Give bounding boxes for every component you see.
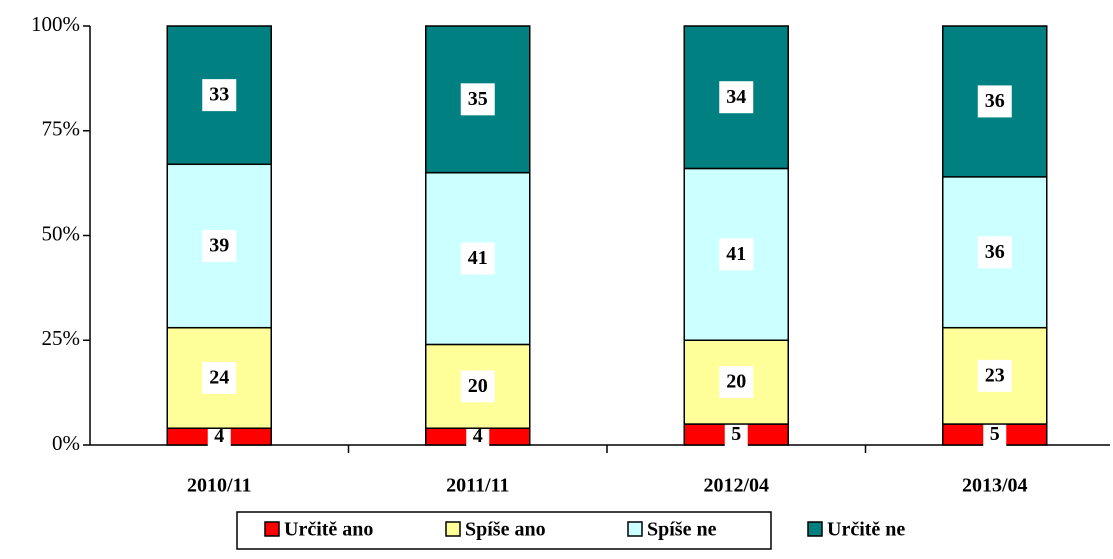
data-label: 5 <box>731 423 741 445</box>
legend-label: Určitě ano <box>284 519 373 541</box>
data-label-bg <box>977 85 1012 118</box>
data-label-bg <box>460 83 495 116</box>
data-label: 36 <box>985 241 1005 263</box>
data-label: 41 <box>468 247 488 269</box>
y-tick-label: 75% <box>42 117 81 141</box>
x-tick-label: 2011/11 <box>446 475 509 497</box>
data-label: 35 <box>468 88 488 110</box>
data-label: 36 <box>985 90 1005 112</box>
data-label-bg <box>977 236 1012 269</box>
y-tick-label: 50% <box>42 221 81 245</box>
legend-label: Spíše ne <box>647 519 717 541</box>
legend-swatch <box>807 521 823 537</box>
data-label: 4 <box>214 425 224 447</box>
data-label-bg <box>202 229 237 262</box>
data-label-bg <box>724 418 748 451</box>
data-label-bg <box>983 418 1007 451</box>
legend-box <box>236 511 772 550</box>
legend-swatch <box>264 521 280 537</box>
legend-swatch <box>627 521 643 537</box>
legend-label: Určitě ne <box>827 519 905 541</box>
data-label-bg <box>977 359 1012 392</box>
data-label: 20 <box>468 375 488 397</box>
y-tick-label: 0% <box>52 431 80 455</box>
data-label-bg <box>202 361 237 394</box>
data-label-bg <box>460 242 495 275</box>
x-tick-label: 2012/04 <box>703 475 769 497</box>
y-tick-label: 100% <box>31 12 80 36</box>
data-label-bg <box>719 366 754 399</box>
data-label: 20 <box>726 371 746 393</box>
data-label: 34 <box>726 86 746 108</box>
legend-swatch <box>445 521 461 537</box>
legend-label: Spíše ano <box>465 519 546 541</box>
data-label: 5 <box>990 423 1000 445</box>
data-label: 24 <box>209 367 229 389</box>
data-label: 4 <box>473 425 483 447</box>
data-label: 33 <box>209 84 229 106</box>
x-tick-label: 2013/04 <box>962 475 1028 497</box>
data-label-bg <box>202 79 237 112</box>
data-label-bg <box>719 238 754 271</box>
x-tick-label: 2010/11 <box>187 475 251 497</box>
y-tick-label: 25% <box>42 326 81 350</box>
data-label-bg <box>460 370 495 403</box>
data-label: 41 <box>726 243 746 265</box>
data-label: 23 <box>985 364 1005 386</box>
data-label-bg <box>719 81 754 114</box>
data-label: 39 <box>209 235 229 257</box>
